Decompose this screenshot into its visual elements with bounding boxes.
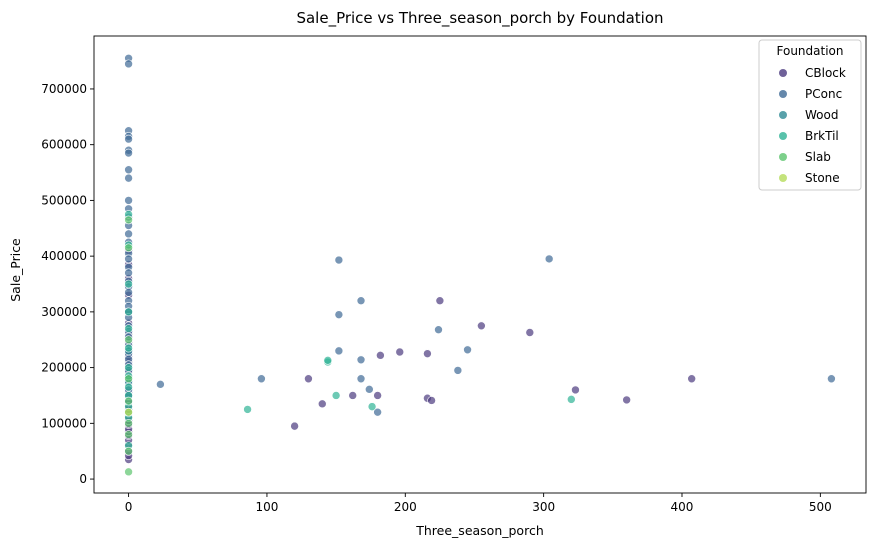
- data-point-brktil: [124, 343, 133, 353]
- data-point-brktil: [331, 391, 341, 400]
- data-point-cblock: [427, 396, 436, 405]
- data-point-pconc: [124, 229, 133, 239]
- data-point-slab: [124, 243, 133, 253]
- legend-marker-brktil: [779, 132, 787, 140]
- data-point-stone: [124, 407, 133, 417]
- data-point-pconc: [544, 254, 554, 264]
- data-point-slab: [124, 446, 133, 456]
- data-point-pconc: [334, 346, 344, 356]
- legend-label-stone: Stone: [805, 171, 840, 185]
- data-point-brktil: [124, 279, 133, 289]
- data-point-pconc: [124, 196, 133, 205]
- y-tick-label: 0: [79, 472, 87, 486]
- legend-label-slab: Slab: [805, 150, 831, 164]
- x-tick-label: 0: [125, 500, 133, 514]
- data-point-pconc: [827, 374, 836, 384]
- data-point-cblock: [423, 349, 432, 358]
- data-point-cblock: [290, 421, 299, 431]
- data-point-cblock: [373, 391, 382, 400]
- data-point-cblock: [622, 395, 631, 405]
- data-point-brktil: [124, 324, 133, 333]
- y-tick-label: 600000: [41, 138, 87, 152]
- x-tick-label: 500: [809, 500, 832, 514]
- legend: Foundation CBlock PConc Wood BrkTil Slab Stone: [758, 39, 862, 191]
- data-point-cblock: [304, 374, 313, 384]
- legend-marker-stone: [779, 174, 787, 182]
- data-point-pconc: [156, 380, 165, 389]
- legend-marker-cblock: [779, 69, 787, 77]
- legend-marker-slab: [779, 153, 787, 161]
- y-tick-label: 400000: [41, 249, 87, 263]
- y-tick-label: 500000: [41, 193, 87, 207]
- legend-label-cblock: CBlock: [805, 66, 846, 80]
- data-point-pconc: [434, 325, 443, 335]
- x-tick-label: 300: [532, 500, 555, 514]
- plot-area: 0 100 200 300 400 500 0 100000 200000 300000 40000…: [41, 35, 867, 514]
- data-point-pconc: [356, 355, 366, 365]
- legend-box: [758, 39, 862, 191]
- data-point-brktil: [124, 363, 133, 372]
- data-point-brktil: [367, 402, 377, 411]
- data-point-pconc: [334, 310, 344, 319]
- plot-frame: [93, 35, 867, 494]
- legend-marker-wood: [779, 111, 787, 119]
- data-point-brktil: [567, 395, 576, 404]
- legend-title: Foundation: [777, 44, 844, 58]
- data-point-pconc: [356, 374, 366, 384]
- data-point-brktil: [323, 356, 333, 365]
- data-point-cblock: [525, 328, 535, 337]
- data-point-pconc: [124, 148, 133, 158]
- y-tick-label: 100000: [41, 416, 87, 430]
- legend-label-brktil: BrkTil: [805, 129, 839, 143]
- data-point-pconc: [124, 134, 133, 144]
- data-point-cblock: [687, 374, 696, 384]
- y-axis-label: Sale_Price: [8, 238, 23, 302]
- data-point-cblock: [395, 347, 405, 357]
- y-tick-label: 700000: [41, 82, 87, 96]
- data-point-pconc: [124, 59, 133, 69]
- data-point-pconc: [124, 254, 133, 264]
- data-point-pconc: [124, 268, 133, 278]
- data-point-cblock: [477, 321, 486, 331]
- data-point-pconc: [356, 296, 366, 306]
- data-point-slab: [124, 430, 133, 439]
- data-point-pconc: [463, 345, 472, 355]
- data-point-pconc: [124, 288, 133, 297]
- data-point-pconc: [124, 165, 133, 175]
- data-point-brktil: [124, 382, 133, 392]
- x-tick-label: 200: [394, 500, 417, 514]
- data-point-slab: [124, 215, 133, 225]
- data-point-slab: [124, 335, 133, 345]
- x-tick-label: 100: [255, 500, 278, 514]
- data-point-cblock: [348, 391, 358, 400]
- data-point-slab: [124, 419, 133, 428]
- data-point-brktil: [243, 405, 252, 414]
- data-point-slab: [124, 467, 133, 477]
- x-axis-label: Three_season_porch: [415, 523, 544, 538]
- data-point-cblock: [317, 399, 327, 409]
- data-point-cblock: [376, 351, 385, 360]
- data-point-slab: [124, 374, 133, 384]
- data-point-cblock: [435, 296, 445, 306]
- data-point-pconc: [365, 385, 374, 394]
- data-point-pconc: [373, 407, 382, 417]
- legend-label-pconc: PConc: [805, 87, 842, 101]
- data-point-pconc: [124, 173, 133, 183]
- x-tick-label: 400: [671, 500, 694, 514]
- legend-marker-pconc: [779, 90, 787, 98]
- legend-label-wood: Wood: [805, 108, 838, 122]
- data-point-slab: [124, 396, 133, 406]
- data-point-pconc: [334, 255, 344, 265]
- y-tick-label: 200000: [41, 361, 87, 375]
- data-point-pconc: [257, 374, 266, 384]
- chart-title: Sale_Price vs Three_season_porch by Foun…: [296, 9, 663, 28]
- data-point-cblock: [571, 385, 580, 395]
- data-point-pconc: [453, 366, 463, 375]
- data-point-brktil: [124, 307, 133, 317]
- y-tick-label: 300000: [41, 305, 87, 319]
